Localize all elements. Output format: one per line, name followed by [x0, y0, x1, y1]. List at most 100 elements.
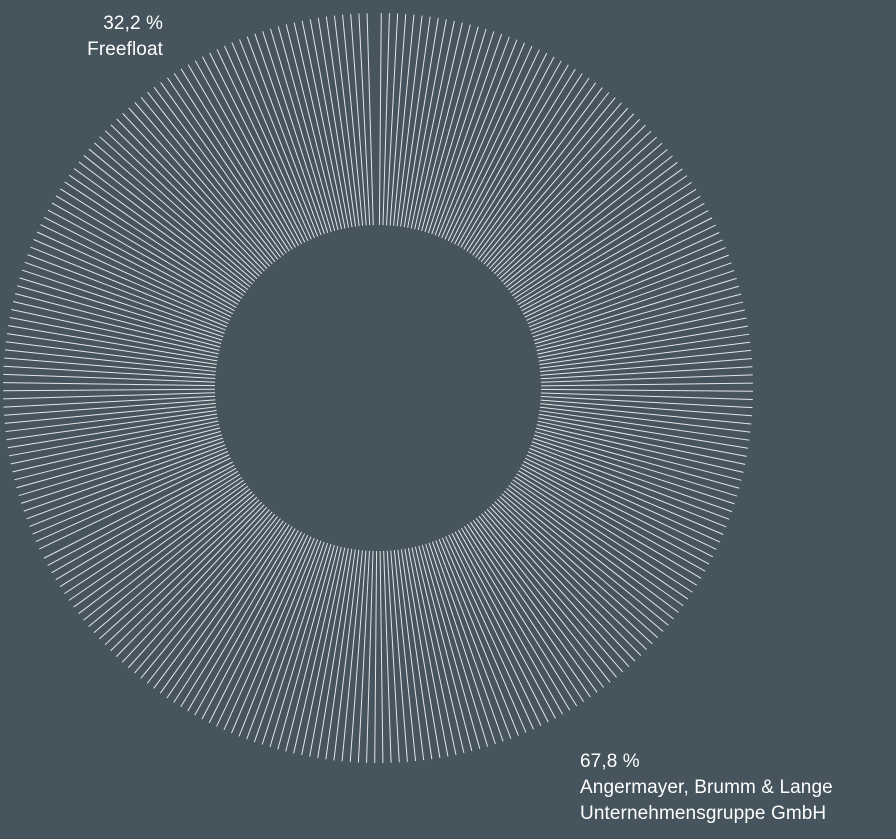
slice-angermayer-line	[448, 534, 542, 726]
slice-freefloat-line	[231, 42, 315, 239]
slice-freefloat-line	[17, 285, 222, 345]
slice-angermayer-line	[166, 522, 287, 699]
slice-freefloat-line	[29, 447, 227, 527]
slice-angermayer-line	[489, 506, 636, 662]
slice-angermayer-line	[540, 358, 752, 376]
slice-freefloat-line	[73, 168, 247, 293]
slice-freefloat-line	[4, 402, 216, 424]
slice-angermayer-line	[435, 540, 512, 739]
slice-angermayer-line	[491, 503, 642, 656]
slice-angermayer-line	[501, 493, 664, 632]
slice-angermayer-line	[325, 549, 356, 760]
slice-angermayer-line	[503, 490, 669, 626]
slice-angermayer-line	[93, 494, 255, 634]
slice-angermayer-line	[477, 92, 610, 260]
slice-angermayer-line	[469, 77, 590, 254]
slice-angermayer-line	[499, 496, 659, 639]
slice-angermayer-line	[540, 374, 753, 383]
slice-angermayer-line	[223, 536, 312, 731]
slice-angermayer-line	[540, 392, 753, 400]
slice-angermayer-line	[397, 549, 425, 761]
slice-angermayer-line	[414, 22, 463, 230]
slice-angermayer-line	[78, 485, 249, 615]
slice-angermayer-line	[410, 20, 455, 229]
slice-angermayer-line	[104, 499, 260, 646]
slice-angermayer-line	[201, 531, 302, 720]
slice-angermayer-line	[515, 188, 697, 303]
slice-angermayer-line	[498, 136, 658, 280]
slice-angermayer-line	[460, 527, 571, 711]
angermayer-label: 67,8 % Angermayer, Brumm & Lange Unterne…	[580, 749, 833, 827]
slice-freefloat-line	[10, 420, 219, 465]
slice-angermayer-line	[524, 224, 716, 318]
slice-freefloat-line	[7, 413, 218, 449]
slice-angermayer-line	[374, 550, 378, 763]
slice-angermayer-line	[523, 217, 713, 315]
slice-angermayer-line	[134, 511, 273, 674]
slice-angermayer-line	[472, 82, 597, 256]
slice-angermayer-line	[491, 119, 641, 272]
slice-angermayer-line	[383, 550, 392, 763]
slice-angermayer-line	[540, 366, 753, 380]
slice-freefloat-line	[40, 224, 232, 318]
slice-angermayer-line	[389, 13, 407, 226]
slice-angermayer-line	[277, 544, 335, 750]
slice-angermayer-line	[121, 506, 268, 663]
slice-angermayer-line	[531, 441, 733, 513]
slice-angermayer-line	[386, 13, 399, 226]
slice-freefloat-line	[3, 392, 216, 400]
slice-angermayer-line	[539, 410, 750, 441]
slice-angermayer-line	[246, 540, 322, 740]
slice-freefloat-line	[12, 423, 220, 473]
slice-freefloat-line	[122, 113, 268, 269]
slice-angermayer-line	[73, 482, 247, 608]
slice-angermayer-line	[508, 485, 679, 613]
slice-freefloat-line	[153, 86, 282, 258]
slice-angermayer-line	[535, 293, 742, 348]
slice-freefloat-line	[6, 409, 217, 441]
slice-angermayer-line	[64, 476, 242, 595]
slice-angermayer-line	[427, 31, 495, 234]
slice-freefloat-line	[23, 441, 225, 512]
slice-freefloat-line	[43, 216, 234, 315]
slice-freefloat-line	[3, 399, 216, 416]
slice-freefloat-line	[59, 188, 241, 302]
slice-freefloat-line	[342, 14, 364, 226]
slice-freefloat-line	[14, 427, 221, 481]
slice-angermayer-line	[293, 546, 342, 754]
slice-angermayer-line	[407, 19, 447, 228]
slice-angermayer-line	[421, 544, 481, 750]
slice-angermayer-line	[539, 406, 751, 433]
slice-angermayer-line	[194, 529, 299, 716]
slice-angermayer-line	[285, 545, 339, 752]
slice-freefloat-line	[3, 365, 216, 380]
slice-freefloat-line	[11, 309, 219, 355]
slice-freefloat-line	[128, 107, 271, 267]
slice-angermayer-line	[531, 262, 732, 335]
slice-angermayer-line	[393, 550, 417, 762]
slice-angermayer-line	[216, 534, 309, 727]
slice-angermayer-line	[540, 349, 752, 373]
slice-freefloat-line	[6, 333, 217, 365]
slice-angermayer-line	[538, 417, 747, 457]
angermayer-name-line-2: Unternehmensgruppe GmbH	[580, 803, 827, 824]
slice-angermayer-line	[127, 509, 270, 669]
slice-freefloat-line	[333, 15, 360, 227]
slice-angermayer-line	[349, 550, 367, 763]
slice-angermayer-line	[434, 36, 510, 236]
slice-angermayer-line	[481, 513, 617, 678]
slice-angermayer-line	[447, 49, 540, 242]
slice-angermayer-line	[512, 479, 689, 600]
slice-angermayer-line	[538, 413, 749, 449]
slice-angermayer-line	[454, 531, 556, 719]
slice-angermayer-line	[536, 301, 744, 352]
slice-angermayer-line	[527, 451, 724, 535]
slice-freefloat-line	[104, 130, 260, 277]
freefloat-label: 32,2 % Freefloat	[87, 11, 163, 63]
slice-angermayer-line	[366, 550, 374, 763]
slice-freefloat-line	[19, 277, 223, 341]
slice-freefloat-line	[9, 416, 218, 457]
slice-angermayer-line	[140, 513, 276, 679]
slice-angermayer-line	[454, 56, 555, 245]
slice-freefloat-line	[51, 202, 237, 308]
